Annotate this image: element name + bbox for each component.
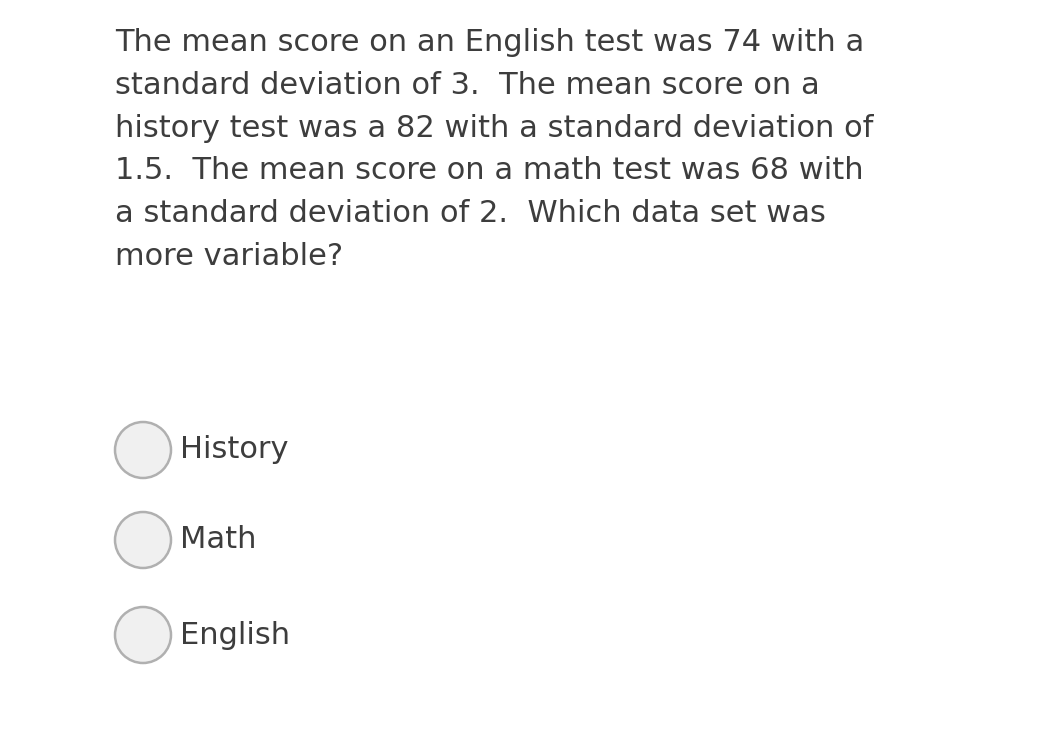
Text: English: English xyxy=(180,620,290,649)
Circle shape xyxy=(115,607,171,663)
Circle shape xyxy=(115,512,171,568)
Text: The mean score on an English test was 74 with a
standard deviation of 3.  The me: The mean score on an English test was 74… xyxy=(115,28,873,271)
Text: Math: Math xyxy=(180,525,256,554)
Text: History: History xyxy=(180,436,288,464)
Circle shape xyxy=(115,422,171,478)
